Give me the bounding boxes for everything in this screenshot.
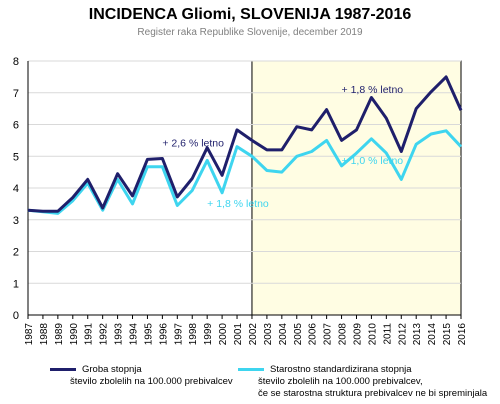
chart-subtitle: Register raka Republike Slovenije, decem…	[137, 27, 363, 38]
trend-annotation: + 1,8 % letno	[342, 84, 404, 96]
legend-swatch-groba	[50, 368, 76, 371]
legend-label-starostno: Starostno standardizirana stopnja	[270, 364, 412, 375]
x-tick-label: 2003	[263, 323, 274, 346]
x-tick-label: 2005	[293, 323, 304, 346]
y-tick-label: 5	[13, 151, 19, 163]
y-tick-label: 8	[13, 56, 19, 68]
legend-desc-starostno: število zbolelih na 100.000 prebivalcev,	[258, 376, 423, 387]
y-tick-label: 4	[13, 183, 19, 195]
x-tick-label: 2013	[412, 323, 423, 346]
x-tick-label: 2015	[442, 323, 453, 346]
x-tick-label: 2000	[218, 323, 229, 346]
x-tick-label: 2014	[427, 323, 438, 346]
legend-label-groba: Groba stopnja	[82, 364, 142, 375]
x-tick-label: 1994	[129, 323, 140, 346]
x-tick-label: 1999	[203, 323, 214, 346]
series-line-groba	[27, 75, 463, 213]
x-tick-label: 1987	[24, 323, 35, 346]
x-tick-label: 2007	[323, 323, 334, 346]
x-tick-label: 2012	[397, 323, 408, 346]
x-tick-label: 1991	[84, 323, 95, 346]
trend-annotation: + 1,0 % letno	[342, 155, 404, 167]
x-tick-label: 2004	[278, 323, 289, 346]
x-tick-label: 1988	[39, 323, 50, 346]
x-tick-label: 1995	[143, 323, 154, 346]
x-tick-label: 1998	[188, 323, 199, 346]
x-tick-label: 2009	[352, 323, 363, 346]
x-tick-label: 2006	[308, 323, 319, 346]
y-tick-label: 0	[13, 310, 19, 322]
x-tick-label: 2001	[233, 323, 244, 346]
x-tick-label: 2008	[338, 323, 349, 346]
y-tick-label: 1	[13, 278, 19, 290]
x-tick-label: 2016	[457, 323, 468, 346]
y-tick-label: 3	[13, 215, 19, 227]
x-tick-label: 1997	[173, 323, 184, 346]
x-tick-label: 1996	[158, 323, 169, 346]
trend-annotation: + 2,6 % letno	[162, 138, 224, 150]
x-tick-label: 2011	[382, 323, 393, 345]
trend-annotation: + 1,8 % letno	[207, 198, 269, 210]
x-tick-label: 1989	[54, 323, 65, 346]
x-tick-label: 1990	[69, 323, 80, 346]
y-tick-label: 7	[13, 88, 19, 100]
x-tick-label: 2002	[248, 323, 259, 346]
y-tick-label: 2	[13, 247, 19, 259]
y-tick-label: 6	[13, 120, 19, 132]
x-tick-label: 1993	[114, 323, 125, 346]
x-tick-label: 2010	[367, 323, 378, 346]
x-tick-label: 1992	[99, 323, 110, 346]
legend-swatch-starostno	[238, 368, 264, 371]
legend-desc2-starostno: če se starostna struktura prebivalcev ne…	[258, 388, 488, 399]
chart-title: INCIDENCA Gliomi, SLOVENIJA 1987-2016	[88, 6, 412, 23]
legend-desc-groba: število zbolelih na 100.000 prebivalcev	[70, 376, 233, 387]
